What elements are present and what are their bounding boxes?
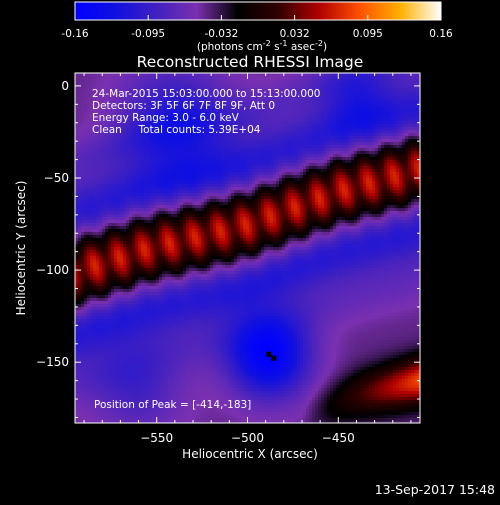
colorbar-tick-label: -0.032 <box>204 28 238 40</box>
colorbar <box>75 2 441 20</box>
colorbar-tick-label: 0.095 <box>353 28 383 40</box>
colorbar-tick-label: -0.095 <box>131 28 165 40</box>
colorbar-tick-label: 0.16 <box>429 28 453 40</box>
colorbar-tick-label: -0.16 <box>61 28 88 40</box>
colorbar-unit-label: (photons cm-2 s-1 asec-2) <box>197 39 327 54</box>
chart-title: Reconstructed RHESSI Image <box>137 53 364 71</box>
